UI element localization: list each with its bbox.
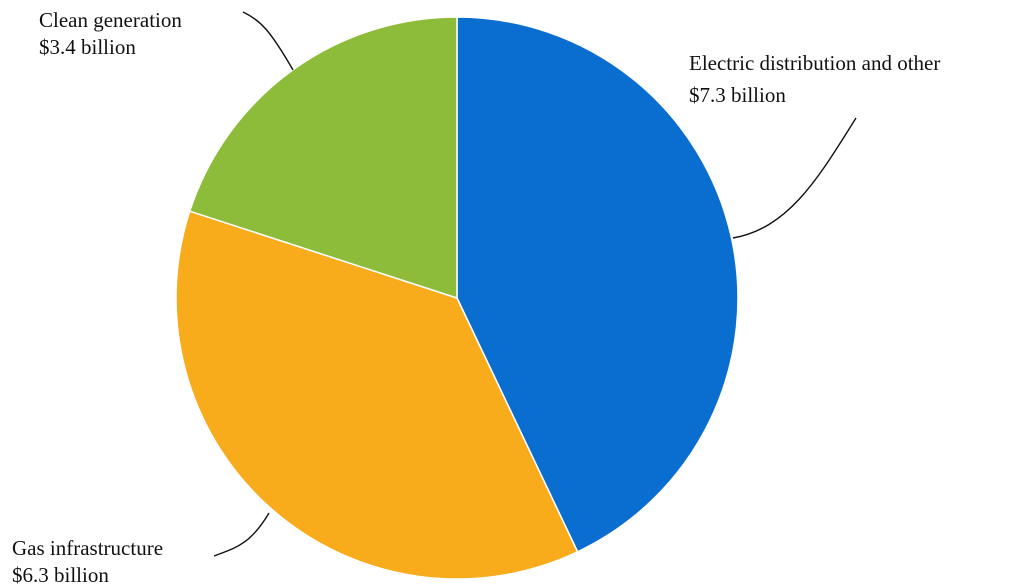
slice-label-electric-distribution-value: $7.3 billion bbox=[689, 83, 786, 107]
pie-slices bbox=[175, 16, 739, 580]
slice-label-gas-infrastructure-name: Gas infrastructure bbox=[12, 536, 163, 560]
leader-line-gas-infrastructure bbox=[213, 512, 270, 557]
slice-label-electric-distribution-name: Electric distribution and other bbox=[689, 51, 940, 75]
pie-slice-electric-distribution bbox=[456, 16, 739, 553]
pie-slice-gas-infrastructure bbox=[175, 210, 579, 580]
slice-label-clean-generation-name: Clean generation bbox=[39, 8, 182, 32]
leader-line-clean-generation bbox=[242, 11, 294, 71]
leader-line-electric-distribution bbox=[732, 117, 857, 239]
pie-slice-clean-generation bbox=[188, 16, 458, 300]
slice-label-clean-generation-value: $3.4 billion bbox=[39, 35, 136, 59]
slice-label-gas-infrastructure-value: $6.3 billion bbox=[12, 563, 109, 585]
